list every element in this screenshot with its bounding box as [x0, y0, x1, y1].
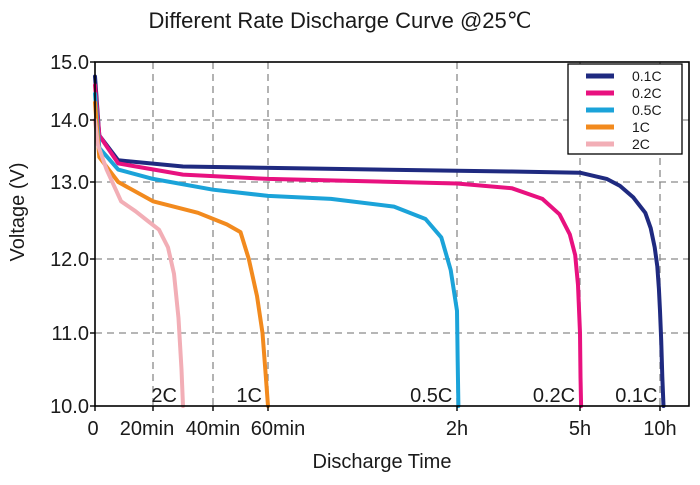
y-tick-label: 13.0	[50, 172, 89, 194]
x-tick-label: 20min	[120, 418, 174, 440]
x-tick-label: 0	[87, 418, 98, 440]
series-line-1C	[93, 100, 270, 408]
curve-label-0.5C: 0.5C	[410, 385, 452, 407]
curve-label-0.2C: 0.2C	[533, 385, 575, 407]
chart-title: Different Rate Discharge Curve @25℃	[149, 8, 532, 33]
x-tick-label: 10h	[643, 418, 676, 440]
curve-label-layer: 2C 1C 0.5C 0.2C 0.1C	[151, 385, 657, 407]
series-line-0.2C	[93, 83, 584, 408]
y-axis-title: Voltage (V)	[7, 163, 29, 262]
legend-label-2C: 2C	[632, 136, 650, 152]
series-layer	[93, 74, 666, 408]
curve-label-0.1C: 0.1C	[615, 385, 657, 407]
curve-label-1C: 1C	[236, 385, 262, 407]
series-line-0.1C	[93, 74, 666, 408]
y-tick-label: 10.0	[50, 396, 89, 418]
curve-label-2C: 2C	[151, 385, 177, 407]
series-line-0.5C	[93, 91, 461, 408]
tick-layer: 10.0 11.0 12.0 13.0 14.0 15.0 0 20min 40min 60min…	[50, 52, 677, 440]
legend-box	[567, 63, 683, 155]
x-axis-title: Discharge Time	[313, 451, 452, 473]
y-tick-label: 11.0	[52, 323, 89, 345]
legend-label-1C: 1C	[632, 119, 650, 135]
x-tick-label: 2h	[446, 418, 468, 440]
plot-frame	[94, 61, 690, 407]
y-tick-label: 15.0	[50, 52, 89, 74]
legend-label-0.1C: 0.1C	[632, 68, 662, 84]
y-tick-label: 12.0	[50, 249, 89, 271]
series-line-2C	[93, 118, 185, 408]
legend-label-0.2C: 0.2C	[632, 85, 662, 101]
x-tick-label: 40min	[186, 418, 240, 440]
x-tick-label: 5h	[569, 418, 591, 440]
y-tick-label: 14.0	[50, 110, 89, 132]
x-tick-label: 60min	[251, 418, 305, 440]
legend-label-0.5C: 0.5C	[632, 102, 662, 118]
